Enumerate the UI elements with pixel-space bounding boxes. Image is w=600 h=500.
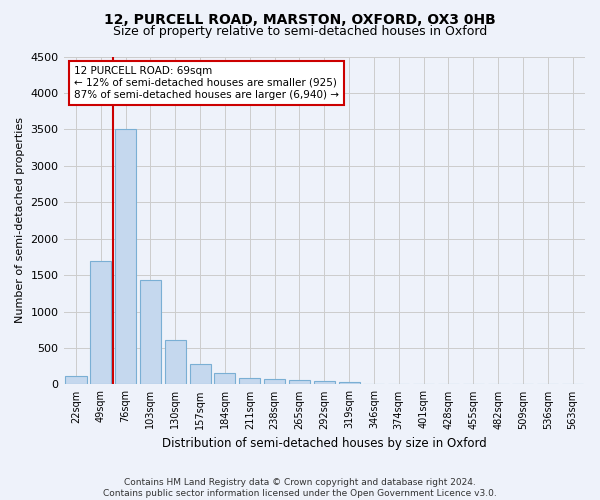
- Bar: [165, 340, 186, 384]
- Bar: [264, 378, 285, 384]
- Bar: [289, 380, 310, 384]
- Bar: [115, 130, 136, 384]
- Bar: [239, 378, 260, 384]
- Bar: [190, 364, 211, 384]
- Bar: [140, 280, 161, 384]
- Text: 12, PURCELL ROAD, MARSTON, OXFORD, OX3 0HB: 12, PURCELL ROAD, MARSTON, OXFORD, OX3 0…: [104, 12, 496, 26]
- Bar: [214, 373, 235, 384]
- Bar: [338, 382, 359, 384]
- Y-axis label: Number of semi-detached properties: Number of semi-detached properties: [15, 118, 25, 324]
- Bar: [314, 381, 335, 384]
- Text: Contains HM Land Registry data © Crown copyright and database right 2024.
Contai: Contains HM Land Registry data © Crown c…: [103, 478, 497, 498]
- Text: 12 PURCELL ROAD: 69sqm
← 12% of semi-detached houses are smaller (925)
87% of se: 12 PURCELL ROAD: 69sqm ← 12% of semi-det…: [74, 66, 339, 100]
- Bar: [65, 376, 86, 384]
- Text: Size of property relative to semi-detached houses in Oxford: Size of property relative to semi-detach…: [113, 25, 487, 38]
- X-axis label: Distribution of semi-detached houses by size in Oxford: Distribution of semi-detached houses by …: [162, 437, 487, 450]
- Bar: [90, 260, 112, 384]
